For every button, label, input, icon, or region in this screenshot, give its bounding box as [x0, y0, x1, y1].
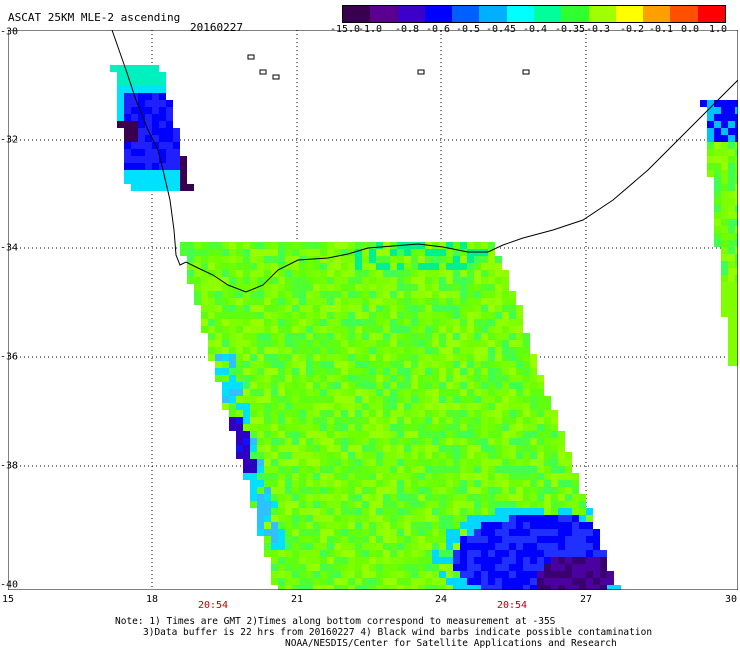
color-swatch-13 — [697, 6, 725, 22]
color-swatch-10 — [615, 6, 644, 22]
color-swatch-5 — [479, 6, 507, 22]
longitude-label: 21 — [290, 594, 304, 605]
latitude-label: -34 — [0, 242, 19, 254]
latitude-label: -36 — [0, 351, 19, 363]
longitude-label: 18 — [145, 594, 159, 605]
note-line-1: Note: 1) Times are GMT 2)Times along bot… — [115, 616, 556, 627]
note-line-2: 3)Data buffer is 22 hrs from 20160227 4)… — [143, 627, 653, 638]
longitude-label: 15 — [1, 594, 15, 605]
color-swatch-4 — [452, 6, 480, 22]
time-label: 20:54 — [197, 600, 229, 611]
longitude-label: 27 — [579, 594, 593, 605]
color-swatch-6 — [506, 6, 534, 22]
latitude-label: -40 — [0, 579, 19, 591]
color-swatch-11 — [643, 6, 671, 22]
color-scale-bar — [342, 5, 726, 23]
latitude-label: -32 — [0, 134, 19, 146]
longitude-label: 30 — [724, 594, 738, 605]
latitude-label: -38 — [0, 460, 19, 472]
map-plot — [8, 30, 738, 590]
color-swatch-9 — [588, 6, 616, 22]
latitude-label: -30 — [0, 26, 19, 38]
notes-block: Note: 1) Times are GMT 2)Times along bot… — [115, 616, 652, 649]
time-label: 20:54 — [496, 600, 528, 611]
coastline — [111, 30, 738, 293]
longitude-label: 24 — [434, 594, 448, 605]
map-date: 20160227 — [190, 21, 243, 34]
color-swatch-8 — [561, 6, 589, 22]
wind-data-cells — [110, 65, 738, 590]
note-line-3: NOAA/NESDIS/Center for Satellite Applica… — [285, 638, 617, 649]
color-swatch-0 — [343, 6, 371, 22]
color-swatch-2 — [397, 6, 425, 22]
color-swatch-1 — [370, 6, 398, 22]
color-swatch-7 — [533, 6, 562, 22]
color-swatch-3 — [424, 6, 453, 22]
map-title: ASCAT 25KM MLE-2 ascending — [8, 11, 181, 24]
color-swatch-12 — [670, 6, 698, 22]
